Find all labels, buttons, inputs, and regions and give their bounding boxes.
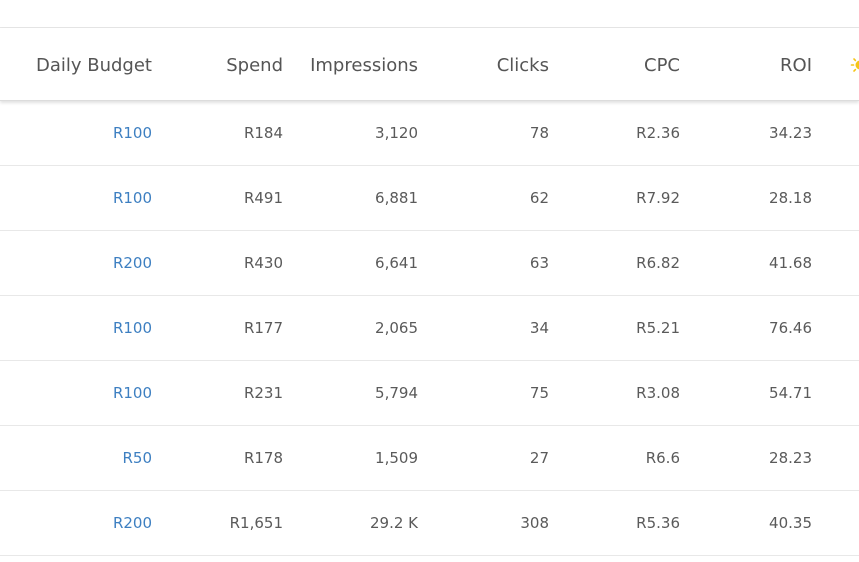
spend-cell: R1,651 <box>229 514 283 532</box>
column-header-cpc[interactable]: CPC <box>644 55 680 76</box>
table-row: R100 R177 2,065 34 R5.21 76.46 <box>0 296 859 361</box>
spend-cell: R430 <box>243 254 283 272</box>
table-row: R200 R430 6,641 63 R6.82 41.68 <box>0 231 859 296</box>
roi-cell: 40.35 <box>769 514 812 532</box>
clicks-cell: 308 <box>520 514 549 532</box>
spend-cell: R177 <box>243 319 283 337</box>
daily-budget-link[interactable]: R50 <box>122 449 152 467</box>
cpc-cell: R6.82 <box>636 254 680 272</box>
table-header: Daily Budget Spend Impressions Clicks CP… <box>0 28 859 101</box>
daily-budget-link[interactable]: R200 <box>112 514 152 532</box>
clicks-cell: 78 <box>529 124 549 142</box>
cpc-cell: R3.08 <box>636 384 680 402</box>
column-header-impressions[interactable]: Impressions <box>310 55 418 76</box>
cpc-cell: R6.6 <box>645 449 680 467</box>
cpc-cell: R5.21 <box>636 319 680 337</box>
daily-budget-link[interactable]: R100 <box>112 384 152 402</box>
table-row: R50 R178 1,509 27 R6.6 28.23 <box>0 426 859 491</box>
spend-cell: R178 <box>243 449 283 467</box>
roi-cell: 54.71 <box>769 384 812 402</box>
table-row: R100 R184 3,120 78 R2.36 34.23 <box>0 101 859 166</box>
clicks-cell: 34 <box>529 319 549 337</box>
table-row: R200 R1,651 29.2 K 308 R5.36 40.35 <box>0 491 859 556</box>
table-row: R100 R231 5,794 75 R3.08 54.71 <box>0 361 859 426</box>
column-header-spend[interactable]: Spend <box>226 55 283 76</box>
daily-budget-link[interactable]: R100 <box>112 124 152 142</box>
roi-cell: 76.46 <box>769 319 812 337</box>
clicks-cell: 62 <box>529 189 549 207</box>
roi-cell: 28.23 <box>769 449 812 467</box>
impressions-cell: 6,641 <box>375 254 418 272</box>
cpc-cell: R7.92 <box>636 189 680 207</box>
spend-cell: R184 <box>243 124 283 142</box>
clicks-cell: 63 <box>529 254 549 272</box>
table-row: R100 R491 6,881 62 R7.92 28.18 <box>0 166 859 231</box>
daily-budget-link[interactable]: R100 <box>112 189 152 207</box>
daily-budget-link[interactable]: R100 <box>112 319 152 337</box>
clicks-cell: 75 <box>529 384 549 402</box>
table-body: R100 R184 3,120 78 R2.36 34.23 R100 R491… <box>0 101 859 556</box>
clicks-cell: 27 <box>529 449 549 467</box>
impressions-cell: 6,881 <box>375 189 418 207</box>
roi-cell: 41.68 <box>769 254 812 272</box>
daily-budget-link[interactable]: R200 <box>112 254 152 272</box>
impressions-cell: 5,794 <box>375 384 418 402</box>
column-header-clicks[interactable]: Clicks <box>496 55 549 76</box>
impressions-cell: 29.2 K <box>369 514 418 532</box>
impressions-cell: 1,509 <box>375 449 418 467</box>
cpc-cell: R2.36 <box>636 124 680 142</box>
roi-cell: 34.23 <box>769 124 812 142</box>
column-header-daily-budget[interactable]: Daily Budget <box>35 55 152 76</box>
column-header-roi[interactable]: ROI <box>780 55 812 76</box>
impressions-cell: 3,120 <box>375 124 418 142</box>
top-strip <box>0 0 859 28</box>
spend-cell: R491 <box>243 189 283 207</box>
roi-cell: 28.18 <box>769 189 812 207</box>
cpc-cell: R5.36 <box>636 514 680 532</box>
impressions-cell: 2,065 <box>375 319 418 337</box>
sun-icon[interactable] <box>850 55 859 75</box>
spend-cell: R231 <box>243 384 283 402</box>
